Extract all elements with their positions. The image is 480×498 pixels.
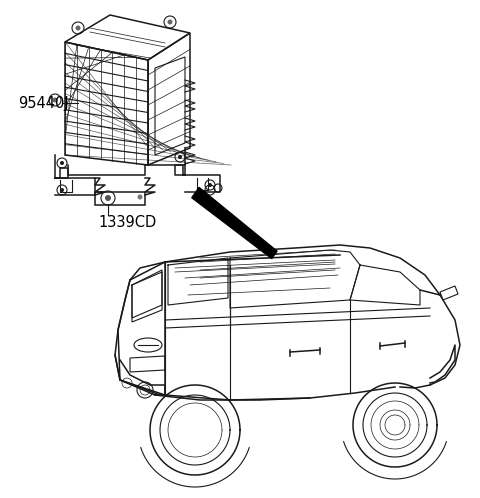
Text: 1339CD: 1339CD <box>98 215 156 230</box>
Circle shape <box>208 183 212 187</box>
Circle shape <box>75 25 81 30</box>
Circle shape <box>52 98 58 103</box>
Circle shape <box>105 195 111 201</box>
Circle shape <box>178 155 182 159</box>
Circle shape <box>60 188 64 192</box>
Text: 95440J: 95440J <box>18 96 69 111</box>
Circle shape <box>137 195 143 200</box>
Polygon shape <box>192 187 277 258</box>
Circle shape <box>168 19 172 24</box>
Circle shape <box>60 161 64 165</box>
